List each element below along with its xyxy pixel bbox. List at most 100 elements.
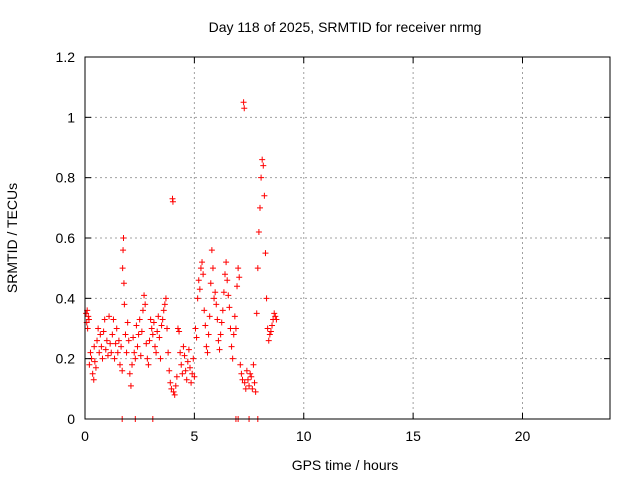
data-point xyxy=(273,316,280,323)
x-tick-label: 10 xyxy=(296,428,312,444)
y-tick-label: 0.6 xyxy=(56,230,76,246)
data-point xyxy=(242,385,249,392)
data-point xyxy=(85,313,92,320)
data-point xyxy=(132,355,139,362)
data-point xyxy=(190,355,197,362)
data-point xyxy=(92,364,99,371)
data-point xyxy=(261,192,268,199)
data-point xyxy=(181,352,188,359)
data-point xyxy=(83,310,90,317)
data-point xyxy=(162,295,169,302)
data-point xyxy=(191,373,198,380)
data-point xyxy=(225,292,232,299)
data-point xyxy=(130,334,137,341)
data-point xyxy=(258,174,265,181)
data-point xyxy=(113,325,120,332)
chart-title: Day 118 of 2025, SRMTID for receiver nrm… xyxy=(209,19,482,35)
axis-ticks xyxy=(84,56,610,420)
data-point xyxy=(177,349,184,356)
data-point xyxy=(84,325,91,332)
data-point xyxy=(249,385,256,392)
y-axis-label: SRMTID / TECUs xyxy=(4,183,20,293)
y-tick-labels: 0 0.2 0.4 0.6 0.8 1 1.2 xyxy=(56,49,76,427)
data-point xyxy=(178,361,185,368)
data-point xyxy=(95,325,102,332)
data-point xyxy=(153,349,160,356)
data-point xyxy=(101,316,108,323)
data-point xyxy=(114,349,121,356)
data-point xyxy=(217,331,224,338)
data-point xyxy=(166,367,173,374)
x-tick-label: 20 xyxy=(515,428,531,444)
data-point xyxy=(229,355,236,362)
data-point xyxy=(165,349,172,356)
data-point xyxy=(232,325,239,332)
x-axis-label: GPS time / hours xyxy=(292,457,399,473)
data-point xyxy=(257,204,263,211)
data-point xyxy=(97,331,104,338)
data-point xyxy=(192,325,199,332)
y-tick-label: 1 xyxy=(67,109,75,125)
grid-lines xyxy=(85,57,610,419)
data-point xyxy=(98,343,105,350)
data-point xyxy=(239,376,246,383)
data-point xyxy=(91,343,98,350)
data-point xyxy=(127,382,134,389)
data-point xyxy=(264,325,271,332)
data-point xyxy=(269,322,276,329)
data-point xyxy=(265,337,272,344)
data-point xyxy=(102,346,109,353)
data-point xyxy=(87,349,94,356)
data-points xyxy=(83,99,280,422)
data-point xyxy=(152,343,158,350)
data-point xyxy=(94,337,101,344)
data-point xyxy=(205,331,212,338)
data-point xyxy=(230,331,237,338)
data-point xyxy=(247,370,254,377)
x-tick-label: 0 xyxy=(81,428,89,444)
data-point xyxy=(119,265,126,272)
y-tick-label: 0 xyxy=(67,411,75,427)
data-point xyxy=(107,340,114,347)
data-point xyxy=(218,319,225,326)
data-point xyxy=(125,337,132,344)
data-point xyxy=(197,265,204,272)
data-point xyxy=(142,301,149,308)
data-point xyxy=(209,265,216,272)
data-point xyxy=(250,361,257,368)
data-point xyxy=(185,346,192,353)
data-point xyxy=(251,379,258,386)
data-point xyxy=(120,247,127,254)
data-point xyxy=(199,259,206,266)
data-point xyxy=(193,334,200,341)
data-point xyxy=(223,259,230,266)
data-point xyxy=(123,349,130,356)
data-point xyxy=(195,277,202,284)
data-point xyxy=(154,328,161,335)
data-point xyxy=(85,316,92,323)
data-point xyxy=(216,346,223,353)
data-point xyxy=(184,358,191,365)
data-point xyxy=(222,271,228,278)
data-point xyxy=(137,352,144,359)
data-point xyxy=(263,295,270,302)
data-point xyxy=(149,331,156,338)
data-point xyxy=(124,319,131,326)
data-point xyxy=(119,367,126,374)
data-point xyxy=(160,307,167,314)
data-point xyxy=(159,316,166,323)
data-point xyxy=(148,325,155,332)
data-point xyxy=(183,376,190,383)
data-point xyxy=(131,349,138,356)
data-point xyxy=(110,316,117,323)
data-point xyxy=(213,301,220,308)
data-point xyxy=(120,280,127,287)
x-tick-label: 5 xyxy=(190,428,198,444)
data-point xyxy=(267,328,274,335)
data-point xyxy=(248,373,255,380)
data-point xyxy=(168,385,175,392)
data-point xyxy=(176,328,183,335)
data-point xyxy=(220,289,227,296)
data-point xyxy=(254,265,261,272)
data-point xyxy=(156,334,163,341)
